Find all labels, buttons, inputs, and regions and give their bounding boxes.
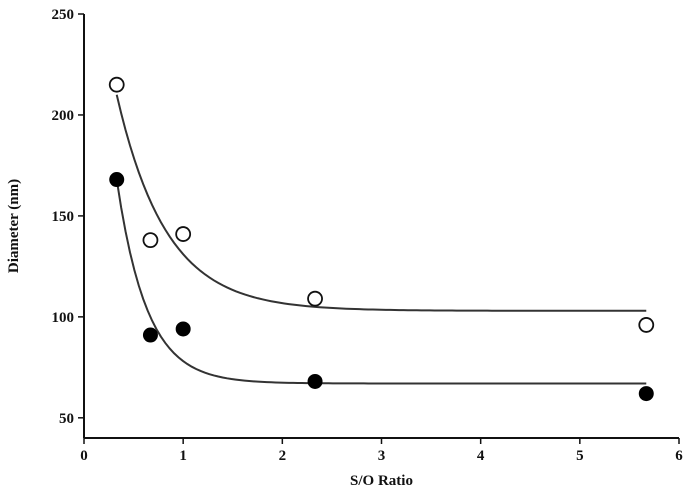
x-tick-label: 6: [675, 448, 683, 464]
y-tick-label: 100: [52, 310, 75, 326]
open-point: [638, 317, 655, 333]
y-tick-label: 250: [52, 7, 75, 23]
x-tick-label: 4: [477, 448, 485, 464]
axes: 0 1 2 3 4 5 6 50 100 150 200 250: [52, 7, 684, 464]
x-tick-label: 3: [378, 448, 386, 464]
fit-curve-2: [115, 179, 647, 385]
filled-point: [142, 327, 158, 343]
open-point: [307, 290, 323, 307]
x-tick-label: 5: [576, 448, 584, 464]
y-axis-label: Diameter (nm): [6, 179, 22, 273]
filled-point: [175, 321, 191, 337]
x-tick-label: 2: [279, 448, 287, 464]
open-point: [142, 232, 159, 249]
x-tick-label: 0: [80, 448, 88, 464]
data-points: [108, 76, 655, 402]
filled-point: [109, 172, 125, 188]
open-point: [108, 76, 125, 93]
filled-point: [638, 386, 654, 402]
open-point: [175, 226, 192, 242]
y-tick-label: 150: [52, 209, 75, 225]
fit-curves: [115, 94, 647, 385]
x-axis-label: S/O Ratio: [350, 473, 413, 489]
y-tick-label: 50: [59, 411, 74, 427]
filled-point: [307, 373, 323, 389]
fit-curve-1: [115, 94, 647, 312]
y-tick-label: 200: [52, 108, 75, 124]
x-tick-label: 1: [179, 448, 187, 464]
